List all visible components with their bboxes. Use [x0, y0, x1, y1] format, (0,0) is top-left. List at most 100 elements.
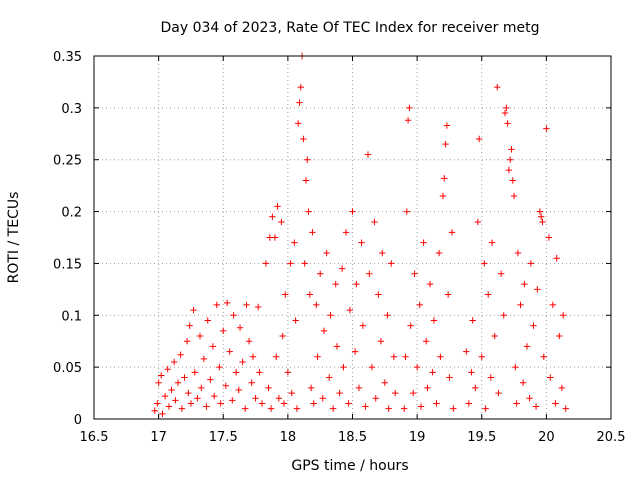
data-point — [413, 363, 421, 371]
data-point — [446, 374, 453, 381]
data-point — [481, 260, 488, 267]
data-point — [469, 317, 476, 324]
data-point — [472, 384, 479, 392]
data-point — [540, 353, 547, 360]
data-point — [236, 324, 244, 331]
data-point — [190, 306, 197, 314]
data-point — [327, 312, 334, 319]
data-point — [497, 270, 505, 277]
data-point — [366, 270, 373, 277]
data-point — [296, 99, 303, 106]
data-point — [430, 317, 438, 324]
data-point — [359, 322, 367, 329]
data-point — [506, 156, 514, 163]
data-point — [390, 353, 398, 360]
data-point — [177, 351, 184, 358]
data-point — [404, 117, 412, 124]
x-tick-label: 17.5 — [209, 430, 238, 445]
data-point — [416, 301, 423, 309]
data-point — [232, 369, 240, 376]
data-point — [282, 291, 289, 298]
data-point — [161, 392, 169, 400]
data-point — [185, 389, 192, 397]
data-point — [407, 322, 414, 329]
data-point — [508, 146, 515, 153]
data-point — [437, 353, 444, 360]
data-point — [439, 192, 447, 200]
data-point — [292, 317, 299, 324]
data-point — [519, 379, 527, 386]
data-point — [243, 301, 250, 309]
x-tick-label: 18.5 — [338, 430, 367, 445]
data-point — [293, 405, 301, 412]
data-point — [485, 291, 492, 298]
data-point — [230, 312, 237, 319]
data-point — [229, 397, 236, 404]
data-point — [336, 389, 343, 397]
data-point — [444, 291, 452, 298]
x-tick-label: 19 — [409, 430, 426, 445]
data-point — [158, 372, 165, 379]
axis-ticks: 16.5 17 17.5 18 18.5 19 19.5 20 20.5 0 0.05 0.1 0.15… — [53, 50, 625, 445]
data-point — [302, 177, 310, 184]
data-point — [556, 332, 563, 340]
y-tick-label: 0.15 — [53, 257, 82, 272]
y-tick-label: 0 — [74, 413, 82, 428]
data-point — [410, 389, 417, 397]
data-point — [549, 301, 557, 309]
data-point — [165, 403, 173, 410]
data-point — [388, 260, 395, 267]
data-point — [254, 303, 262, 311]
data-point — [313, 301, 320, 309]
data-point — [491, 332, 498, 340]
data-point — [411, 270, 418, 277]
data-point — [349, 208, 356, 215]
data-point — [558, 384, 566, 392]
data-point — [504, 120, 511, 127]
data-point — [510, 192, 518, 200]
data-point — [385, 405, 392, 412]
data-point — [262, 260, 270, 267]
data-point — [220, 327, 227, 335]
x-axis-label: GPS time / hours — [291, 458, 408, 474]
data-point — [534, 286, 541, 293]
data-point — [358, 239, 365, 246]
data-point — [512, 363, 519, 371]
x-tick-label: 20 — [538, 430, 555, 445]
data-point — [375, 291, 382, 298]
data-point — [297, 83, 304, 91]
data-point — [559, 312, 567, 319]
data-point — [426, 280, 434, 288]
data-point — [209, 343, 217, 350]
data-point — [340, 363, 347, 371]
data-point — [248, 379, 255, 386]
data-point — [203, 403, 210, 410]
data-point — [183, 338, 191, 345]
data-point — [536, 208, 544, 215]
data-point — [333, 343, 341, 350]
data-point — [310, 400, 317, 407]
x-tick-label: 19.5 — [467, 430, 496, 445]
data-point — [442, 140, 449, 148]
data-point — [379, 249, 386, 257]
data-point — [273, 353, 280, 360]
data-point — [319, 395, 326, 402]
data-point — [494, 83, 501, 91]
data-point — [513, 400, 520, 407]
data-point — [526, 395, 533, 402]
data-point — [295, 120, 302, 127]
y-tick-label: 0.2 — [61, 206, 82, 221]
data-point — [239, 358, 246, 366]
data-point — [223, 299, 231, 307]
data-point — [443, 122, 451, 129]
data-point — [267, 405, 275, 412]
y-tick-label: 0.25 — [53, 154, 82, 169]
data-point — [433, 400, 440, 407]
data-point — [505, 166, 513, 174]
data-point — [420, 239, 427, 246]
data-point — [338, 265, 346, 272]
data-point — [501, 109, 509, 117]
data-point — [204, 317, 211, 324]
x-tick-label: 20.5 — [597, 430, 626, 445]
data-point — [384, 312, 391, 319]
